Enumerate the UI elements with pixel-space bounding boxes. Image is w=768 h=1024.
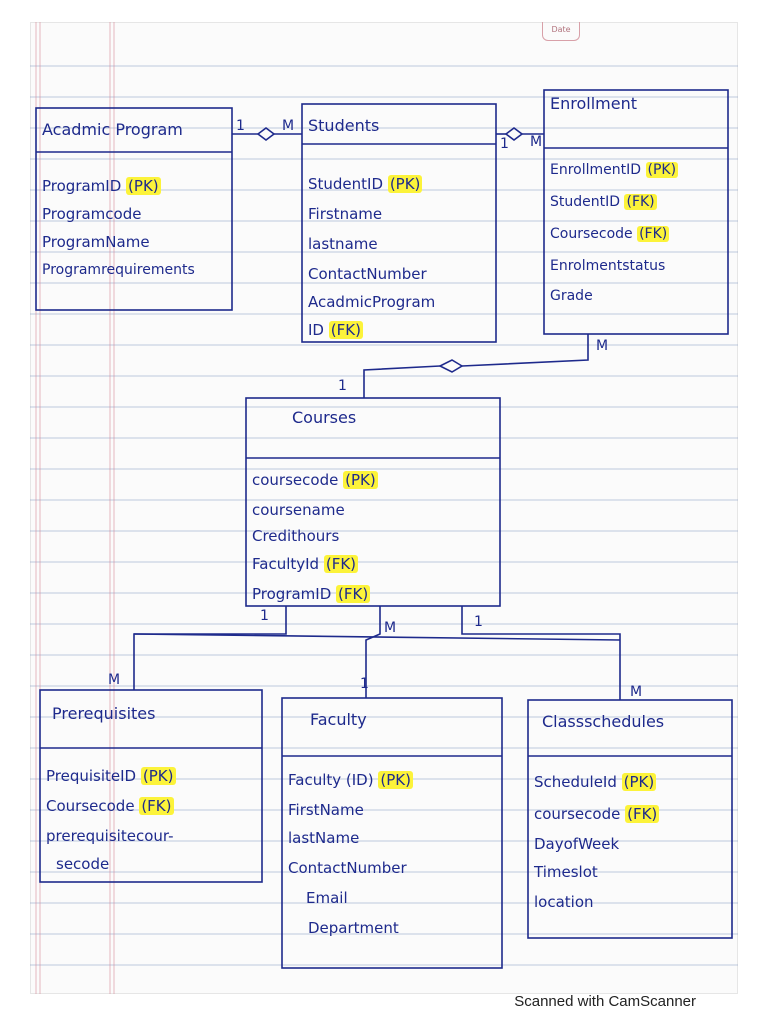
attr-enrollment-id: EnrollmentID (PK) [550,162,679,178]
entity-class-schedules[interactable]: Classschedules ScheduleId (PK) coursecod… [528,700,732,938]
attr-program-id: ProgramID (PK) [42,177,161,195]
attr-program-requirements: Programrequirements [42,262,195,278]
attr-program-id-fk: ProgramID (FK) [252,585,371,603]
attr-academic-program: AcadmicProgram [308,293,436,311]
entity-name-enrollment: Enrollment [550,94,637,113]
attr-student-id-fk: StudentID (FK) [550,194,657,210]
attr-location: location [534,893,594,911]
attr-contact-number: ContactNumber [308,265,427,283]
mult-students-enroll-one: 1 [500,136,509,152]
students-box [301,103,497,343]
mult-ap-students-one: 1 [236,118,245,134]
fk-badge: (FK) [624,194,657,210]
attr-day-of-week: DayofWeek [534,835,620,853]
attr-firstname: Firstname [308,205,383,223]
mult-ap-students-many: M [282,118,295,134]
attr-department: Department [308,919,399,937]
academic-program-box [35,107,233,311]
fk-badge: (FK) [328,321,363,339]
mult-enroll-courses-many: M [596,338,609,354]
entity-name-faculty: Faculty [310,710,367,729]
attr-student-id: StudentID (PK) [308,175,423,193]
entity-name-academic-program: Acadmic Program [42,120,183,139]
entity-courses[interactable]: Courses coursecode (PK) coursename Credi… [246,398,500,606]
faculty-box [281,697,503,969]
attr-coursename: coursename [252,501,345,519]
prerequisites-box [39,689,263,883]
attr-first-name: FirstName [288,801,364,819]
enrollment-box [543,89,729,335]
mult-courses-sched-one: 1 [474,614,483,630]
entity-academic-program[interactable]: Acadmic Program ProgramID (PK) Programco… [36,108,232,310]
attr-coursecode-fk: Coursecode (FK) [46,797,174,815]
pk-badge: (PK) [621,773,657,791]
attr-lastname: lastname [308,235,378,253]
attr-schedule-id: ScheduleId (PK) [534,773,657,791]
attr-faculty-id-fk: FacultyId (FK) [252,555,359,573]
attr-faculty-id: Faculty (ID) (PK) [288,771,413,789]
attr-id-fk: ID (FK) [308,321,363,339]
attr-credithours: Credithours [252,527,340,545]
entity-name-courses: Courses [292,408,357,427]
fk-badge: (FK) [336,585,371,603]
attr-prerequisite-course-code: prerequisitecour- [46,827,174,845]
entity-name-class-schedules: Classschedules [542,712,665,731]
entity-enrollment[interactable]: Enrollment EnrollmentID (PK) StudentID (… [544,90,728,334]
pk-badge: (PK) [343,471,378,489]
attr-grade: Grade [550,288,593,304]
attr-program-name: ProgramName [42,233,150,251]
attr-coursecode-fk: coursecode (FK) [534,805,660,823]
pk-badge: (PK) [645,162,679,178]
entity-prerequisites[interactable]: Prerequisites PrequisiteID (PK) Courseco… [40,690,262,882]
class-schedules-box [527,699,733,939]
attr-coursecode-pk: coursecode (PK) [252,471,378,489]
fk-badge: (FK) [625,805,660,823]
attr-timeslot: Timeslot [534,863,598,881]
attr-coursecode-fk: Coursecode (FK) [550,226,670,242]
mult-courses-faculty-one: 1 [360,676,369,692]
scanner-watermark: Scanned with CamScanner [514,993,696,1010]
entity-name-prerequisites: Prerequisites [52,704,156,723]
attr-prequisite-id: PrequisiteID (PK) [46,767,176,785]
pk-badge: (PK) [378,771,413,789]
pk-badge: (PK) [387,175,423,193]
date-box: Date [542,22,580,41]
courses-box [245,397,501,607]
pk-badge: (PK) [140,767,176,785]
mult-students-enroll-many: M [530,134,543,150]
fk-badge: (FK) [139,797,174,815]
mult-courses-prereq-one: 1 [260,608,269,624]
attr-last-name: lastName [288,829,360,847]
entity-name-students: Students [308,116,380,135]
mult-courses-sched-many: M [630,684,643,700]
attr-contact-number: ContactNumber [288,859,407,877]
attr-email: Email [306,889,348,907]
entity-students[interactable]: Students StudentID (PK) Firstname lastna… [302,104,496,342]
fk-badge: (FK) [637,226,670,242]
entity-faculty[interactable]: Faculty Faculty (ID) (PK) FirstName last… [282,698,502,968]
mult-enroll-courses-one: 1 [338,378,347,394]
fk-badge: (FK) [323,555,359,573]
mult-courses-prereq-many: M [108,672,121,688]
mult-courses-faculty-many: M [384,620,397,636]
attr-prerequisite-course-code-cont: secode [56,855,110,873]
attr-program-code: Programcode [42,205,142,223]
attr-enrolment-status: Enrolmentstatus [550,258,666,274]
pk-badge: (PK) [126,177,161,195]
